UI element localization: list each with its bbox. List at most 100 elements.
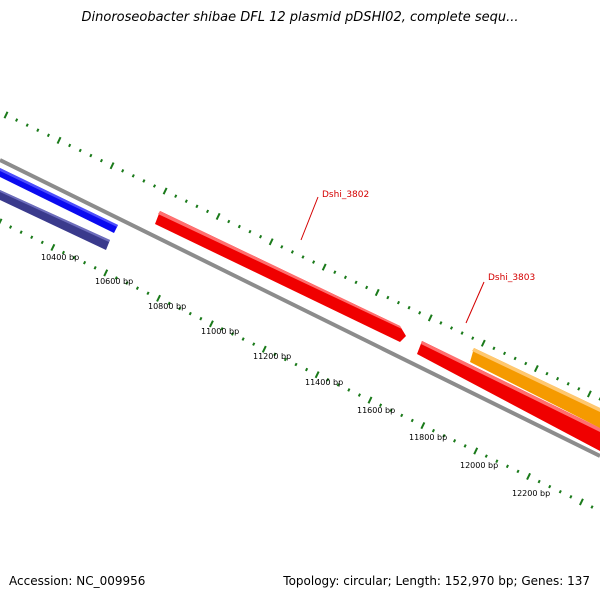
tick-mark	[301, 255, 305, 259]
tick-mark	[524, 361, 528, 366]
tick-mark	[513, 356, 517, 361]
tick-mark	[400, 413, 404, 418]
tick-mark	[209, 320, 214, 328]
tick-mark	[99, 158, 104, 163]
tick-mark	[386, 295, 390, 300]
tick-mark	[248, 229, 252, 234]
tick-mark	[333, 270, 337, 274]
tick-mark	[56, 136, 62, 144]
gene-navy[interactable]	[0, 190, 110, 250]
tick-mark	[72, 255, 76, 260]
gene-orange[interactable]	[470, 348, 600, 428]
tick-mark	[579, 498, 584, 506]
tick-mark	[305, 367, 309, 372]
tick-mark	[215, 212, 221, 221]
tick-mark	[131, 174, 135, 178]
tick-mark	[407, 305, 411, 310]
scale-label: 10400 bp	[41, 253, 79, 262]
tick-mark	[495, 459, 499, 463]
tick-mark	[505, 464, 509, 469]
tick-mark	[40, 240, 44, 245]
tick-mark	[146, 291, 150, 296]
tick-mark	[15, 118, 19, 122]
tick-mark	[205, 209, 210, 214]
tick-mark	[336, 383, 340, 387]
scale-label: 11200 bp	[253, 352, 291, 361]
tick-mark	[188, 311, 192, 316]
tick-mark	[294, 362, 298, 367]
tick-mark	[0, 218, 3, 225]
accession-text: Accession: NC_009956	[9, 574, 146, 588]
tick-mark	[516, 469, 520, 474]
tick-mark	[178, 306, 182, 311]
tick-mark	[109, 162, 115, 170]
gene-label-dshi-3803[interactable]: Dshi_3803	[488, 273, 535, 283]
tick-mark	[590, 505, 594, 509]
tick-mark	[261, 345, 267, 353]
tick-mark	[61, 250, 65, 255]
tick-mark	[89, 153, 93, 158]
leader-line-dshi-3802	[300, 196, 319, 241]
inner-tick-ring	[0, 218, 594, 509]
tick-mark	[114, 276, 118, 280]
tick-mark	[252, 342, 256, 346]
tick-mark	[135, 286, 139, 290]
tick-mark	[227, 219, 231, 224]
tick-mark	[68, 143, 72, 148]
tick-mark	[453, 439, 457, 443]
tick-mark	[431, 428, 435, 433]
tick-mark	[36, 128, 40, 132]
scale-label: 12200 bp	[512, 489, 550, 498]
tick-mark	[367, 396, 373, 404]
tick-mark	[374, 288, 380, 297]
tick-mark	[241, 337, 245, 341]
tick-mark	[379, 403, 383, 407]
tick-mark	[420, 421, 426, 430]
tick-mark	[121, 169, 125, 173]
tick-mark	[502, 351, 507, 356]
scale-label: 10800 bp	[148, 302, 186, 311]
gene-label-dshi-3802[interactable]: Dshi_3802	[322, 190, 369, 200]
tick-mark	[427, 314, 433, 322]
gene-blue[interactable]	[0, 168, 118, 233]
tick-mark	[577, 387, 581, 391]
tick-mark	[569, 495, 573, 499]
tick-mark	[156, 294, 161, 302]
outer-tick-ring	[3, 111, 600, 401]
tick-mark	[389, 408, 393, 413]
tick-mark	[439, 321, 443, 325]
tick-mark	[410, 418, 414, 423]
tick-mark	[556, 376, 560, 381]
scale-label: 11400 bp	[305, 378, 343, 387]
tick-mark	[3, 111, 9, 119]
scale-label: 12000 bp	[460, 461, 498, 470]
tick-mark	[526, 472, 531, 481]
tick-mark	[290, 250, 294, 254]
tick-mark	[312, 260, 316, 264]
tick-mark	[471, 336, 475, 340]
leader-line-dshi-3803	[465, 281, 485, 324]
tick-mark	[78, 148, 82, 153]
tick-mark	[314, 371, 320, 379]
tick-mark	[321, 263, 327, 271]
tick-mark	[357, 393, 361, 397]
tick-mark	[19, 230, 23, 234]
gene-dshi-3803[interactable]	[417, 341, 600, 451]
tick-mark	[220, 327, 224, 331]
tick-mark	[93, 266, 97, 270]
tick-mark	[418, 311, 422, 315]
tick-mark	[326, 377, 330, 382]
tick-mark	[463, 444, 467, 448]
tick-mark	[237, 224, 241, 229]
tick-mark	[9, 225, 13, 229]
tick-mark	[167, 301, 171, 306]
tick-mark	[354, 280, 358, 285]
gene-dshi-3802[interactable]	[155, 211, 406, 342]
tick-mark	[83, 260, 87, 265]
tick-mark	[449, 326, 454, 330]
tick-mark	[566, 382, 570, 386]
tick-mark	[152, 184, 157, 188]
tick-mark	[480, 339, 486, 347]
tick-mark	[533, 364, 539, 373]
